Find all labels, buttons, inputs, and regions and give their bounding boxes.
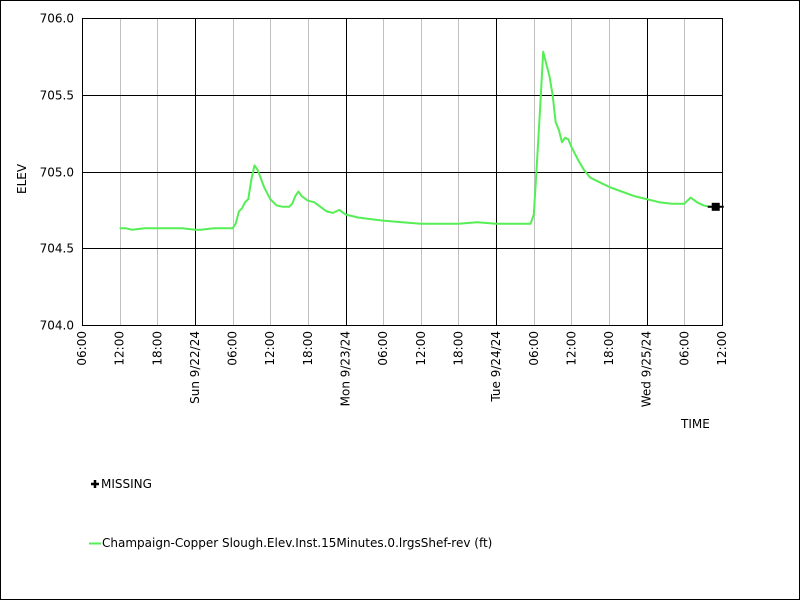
x-tick-label: 18:00 [602,331,616,366]
series-line [119,50,716,231]
x-tick-label: 12:00 [414,331,428,366]
legend-layer [89,480,101,545]
y-tick-label: 706.0 [40,12,74,26]
x-tick-label: 12:00 [263,331,277,366]
axis-layer: 704.0 704.5 705.0 705.5 706.0 06:00 12:00 18:00… [40,12,729,408]
x-tick-label: 06:00 [527,331,541,366]
x-tick-label: 12:00 [113,331,127,366]
x-tick-label: Sun 9/22/24 [188,331,202,404]
legend-missing-plus-icon [91,480,99,488]
x-tick-label: Tue 9/24/24 [489,331,503,403]
x-tick-label: 12:00 [715,331,729,366]
y-tick-label: 705.0 [40,166,74,180]
legend-missing-label: MISSING [101,477,152,491]
y-tick-label: 705.5 [40,89,74,103]
legend-series-label: Champaign-Copper Slough.Elev.Inst.15Minu… [102,536,493,550]
x-tick-label: 18:00 [451,331,465,366]
y-axis-label: ELEV [15,163,29,194]
x-tick-label: 06:00 [226,331,240,366]
plot-border [82,18,723,326]
legend-series: Champaign-Copper Slough.Elev.Inst.15Minu… [89,536,492,550]
x-tick-label: 06:00 [677,331,691,366]
x-tick-label: 12:00 [564,331,578,366]
x-tick-label: 18:00 [150,331,164,366]
x-axis-label: TIME [681,417,710,431]
x-tick-label: Wed 9/25/24 [640,331,654,407]
x-tick-label: Mon 9/23/24 [339,331,353,406]
x-tick-label: 06:00 [376,331,390,366]
series-layer [119,50,716,231]
x-tick-label: 06:00 [75,331,89,366]
marker-layer [707,202,724,211]
legend-missing: MISSING [89,477,152,491]
y-tick-label: 704.5 [40,242,74,256]
y-tick-label: 704.0 [40,319,74,333]
missing-marker [711,202,720,211]
x-tick-label: 18:00 [301,331,315,366]
grid-layer [82,18,723,326]
